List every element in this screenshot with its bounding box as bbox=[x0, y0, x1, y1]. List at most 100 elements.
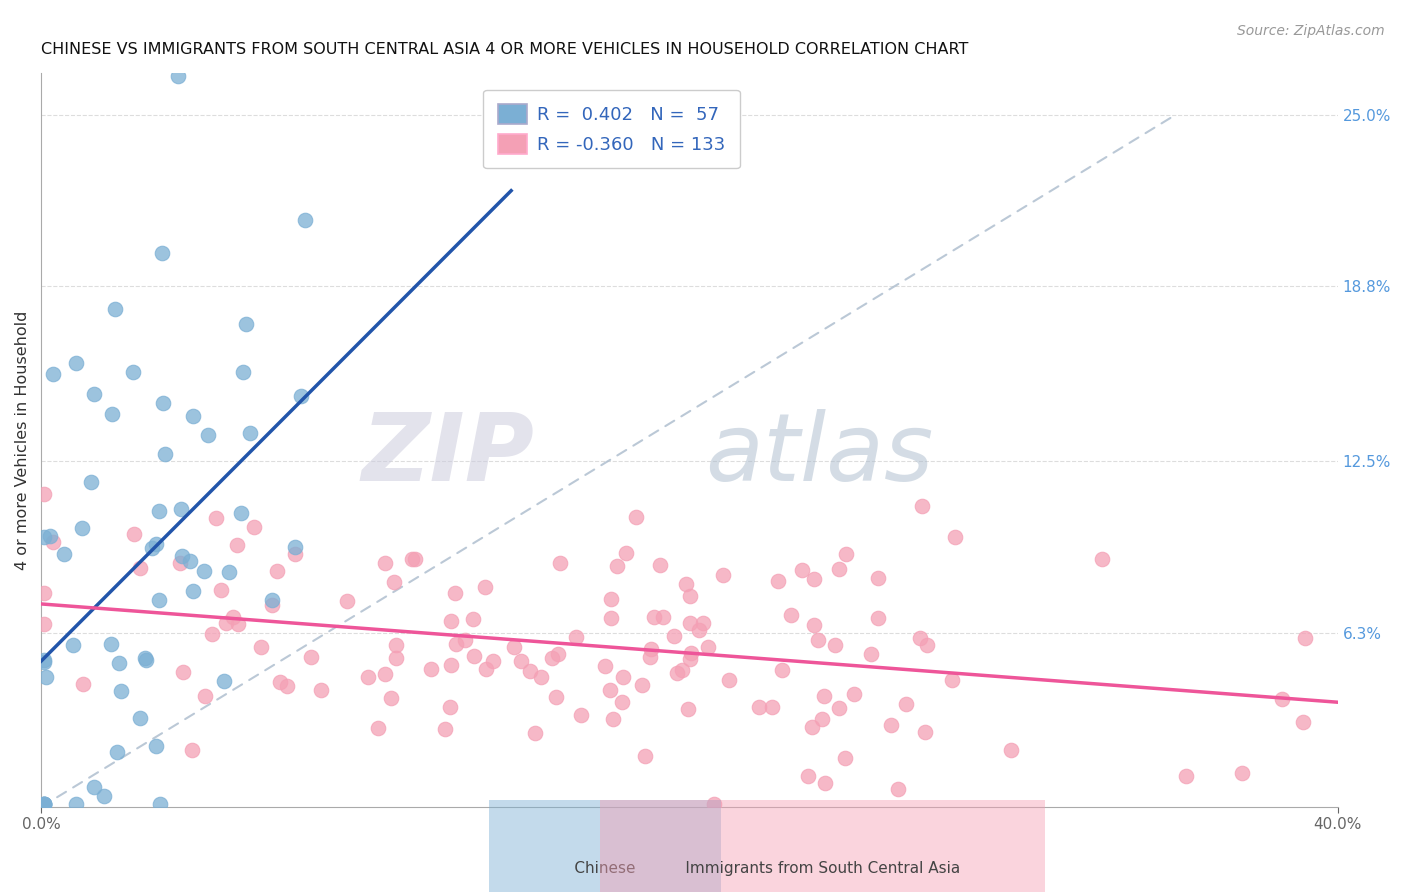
Point bbox=[179, 554, 201, 568]
Point bbox=[602, 712, 624, 726]
Point bbox=[766, 574, 789, 589]
Point bbox=[336, 594, 359, 608]
Point bbox=[121, 365, 143, 379]
Point bbox=[896, 697, 918, 711]
Point bbox=[194, 689, 217, 703]
Point bbox=[80, 475, 103, 489]
Point bbox=[792, 563, 814, 577]
Point bbox=[1292, 714, 1315, 729]
Point bbox=[39, 529, 62, 543]
Point bbox=[382, 574, 405, 589]
Point bbox=[34, 530, 56, 544]
Point bbox=[828, 700, 851, 714]
Point bbox=[222, 610, 245, 624]
Point bbox=[676, 701, 699, 715]
Point bbox=[640, 642, 662, 657]
Point bbox=[510, 654, 533, 668]
Point bbox=[34, 655, 56, 669]
Point bbox=[34, 797, 56, 812]
Point bbox=[474, 580, 496, 594]
Point bbox=[748, 700, 770, 714]
Point bbox=[834, 751, 856, 765]
Point bbox=[814, 776, 837, 790]
Point bbox=[290, 389, 312, 403]
Point bbox=[703, 797, 725, 812]
Point bbox=[519, 665, 541, 679]
Point bbox=[547, 647, 569, 661]
Point bbox=[803, 618, 825, 632]
Point bbox=[688, 624, 710, 638]
Point bbox=[128, 560, 150, 574]
Point bbox=[172, 665, 194, 679]
Point bbox=[835, 547, 858, 561]
Point bbox=[62, 638, 84, 652]
Point bbox=[284, 547, 307, 561]
Point bbox=[357, 670, 380, 684]
Point bbox=[461, 611, 484, 625]
Point bbox=[34, 670, 56, 684]
Point bbox=[866, 611, 889, 625]
Point bbox=[83, 780, 105, 794]
Point bbox=[93, 789, 115, 803]
Point bbox=[599, 611, 621, 625]
Point bbox=[34, 617, 56, 632]
Point bbox=[72, 677, 94, 691]
Point bbox=[122, 526, 145, 541]
Point bbox=[269, 674, 291, 689]
Point bbox=[301, 649, 323, 664]
Point bbox=[666, 666, 689, 681]
Point bbox=[523, 726, 546, 740]
Point bbox=[204, 511, 226, 525]
Point bbox=[170, 549, 193, 563]
Point bbox=[1294, 632, 1316, 646]
Point bbox=[842, 687, 865, 701]
Point bbox=[711, 568, 734, 582]
Point bbox=[34, 486, 56, 500]
Point bbox=[544, 690, 567, 704]
Point bbox=[444, 637, 467, 651]
Point bbox=[262, 593, 284, 607]
Point bbox=[404, 552, 426, 566]
Text: CHINESE VS IMMIGRANTS FROM SOUTH CENTRAL ASIA 4 OR MORE VEHICLES IN HOUSEHOLD CO: CHINESE VS IMMIGRANTS FROM SOUTH CENTRAL… bbox=[41, 42, 969, 57]
Point bbox=[42, 367, 65, 381]
Point bbox=[181, 584, 204, 599]
Point bbox=[440, 657, 463, 672]
Point bbox=[215, 616, 238, 631]
Point bbox=[692, 615, 714, 630]
Point bbox=[593, 659, 616, 673]
Point bbox=[242, 520, 264, 534]
Point bbox=[42, 534, 65, 549]
Point bbox=[1230, 765, 1253, 780]
Point bbox=[141, 541, 163, 555]
Point bbox=[679, 615, 702, 630]
Point bbox=[770, 663, 793, 677]
Point bbox=[606, 558, 628, 573]
Point bbox=[284, 541, 307, 555]
Point bbox=[631, 678, 654, 692]
Point bbox=[148, 504, 170, 518]
Point bbox=[914, 725, 936, 739]
Point bbox=[169, 556, 191, 570]
Point bbox=[664, 629, 686, 643]
Point bbox=[65, 356, 87, 370]
Point bbox=[718, 673, 741, 687]
Point bbox=[181, 742, 204, 756]
Point bbox=[807, 632, 830, 647]
Point bbox=[482, 654, 505, 668]
Point bbox=[943, 531, 966, 545]
Point bbox=[34, 797, 56, 812]
Point bbox=[675, 577, 697, 591]
Point bbox=[65, 797, 87, 812]
Point bbox=[434, 722, 457, 736]
Text: Source: ZipAtlas.com: Source: ZipAtlas.com bbox=[1237, 24, 1385, 38]
Point bbox=[167, 69, 190, 83]
Point bbox=[104, 302, 127, 317]
Point bbox=[145, 537, 167, 551]
Point bbox=[599, 683, 621, 698]
Point bbox=[183, 409, 205, 423]
Point bbox=[502, 640, 524, 655]
Point bbox=[367, 721, 389, 735]
Point bbox=[911, 499, 934, 513]
Point bbox=[439, 699, 461, 714]
Point bbox=[34, 652, 56, 666]
